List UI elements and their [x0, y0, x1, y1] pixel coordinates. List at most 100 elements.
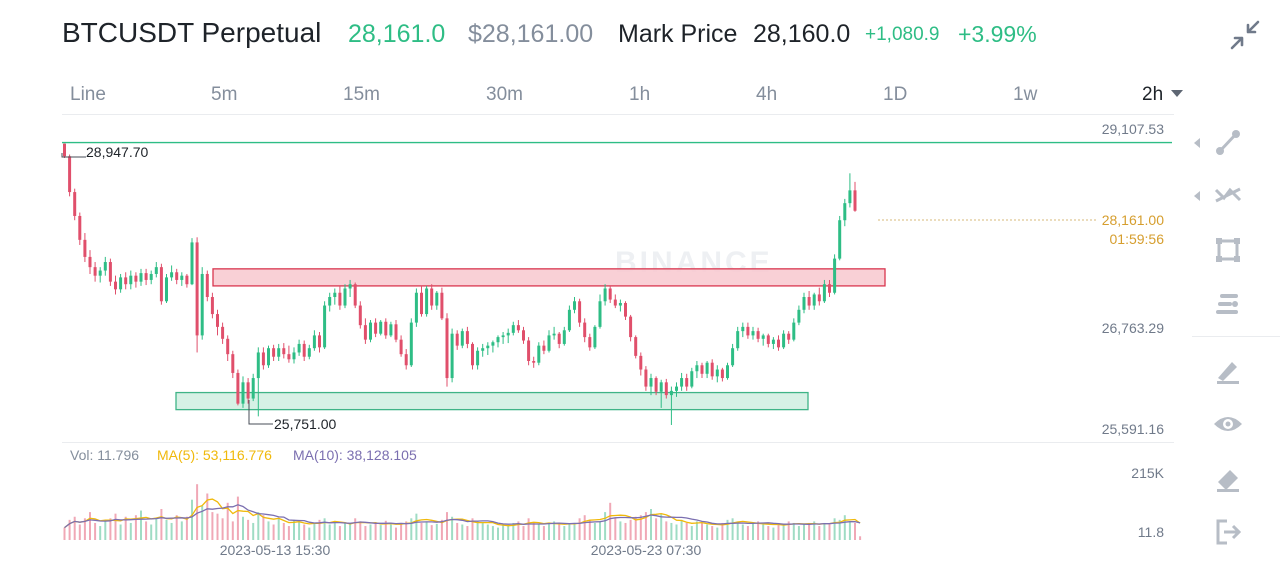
volume-bar: [349, 524, 352, 540]
candle-body: [766, 335, 770, 344]
candle-body: [277, 348, 281, 357]
volume-bar: [660, 513, 663, 540]
volume-bar: [573, 522, 576, 540]
volume-bar: [216, 513, 219, 540]
candle-body: [251, 378, 255, 399]
candle-body: [726, 365, 729, 379]
candle-body: [649, 378, 653, 387]
candle-body: [669, 390, 673, 396]
candle-body: [205, 273, 209, 298]
volume-bar: [175, 515, 178, 540]
ticker-header: BTCUSDT Perpetual 28,161.0 $28,161.00 Ma…: [0, 0, 1280, 66]
resistance-zone: [212, 268, 886, 287]
chevron-down-icon: [1171, 90, 1184, 97]
candle-body: [435, 292, 439, 306]
volume-bar: [282, 522, 285, 540]
candle-body: [374, 322, 378, 334]
zones: [175, 268, 886, 411]
candle-body: [318, 335, 321, 348]
candle-body: [394, 324, 398, 340]
volume-bar: [119, 524, 122, 540]
candle-body: [78, 215, 82, 240]
interval-4h[interactable]: 4h: [756, 84, 778, 105]
candle-body: [547, 335, 551, 351]
interval-line[interactable]: Line: [70, 84, 106, 105]
volume-axis-label-bottom: 11.8: [1138, 524, 1164, 540]
volume-bar: [369, 524, 372, 540]
candle-body: [695, 365, 699, 372]
volume-bar: [599, 521, 601, 540]
volume-bar: [548, 522, 550, 540]
volume-bar: [461, 524, 464, 540]
candle-body: [542, 345, 546, 351]
symbol-title[interactable]: BTCUSDT Perpetual: [62, 17, 322, 48]
volume-bar: [690, 526, 693, 540]
exit-icon[interactable]: [1208, 512, 1248, 552]
interval-2h-selected[interactable]: 2h: [1142, 84, 1184, 106]
volume-bar: [247, 519, 250, 540]
interval-15m[interactable]: 15m: [343, 84, 380, 105]
volume-bar: [614, 518, 617, 540]
volume-bar: [578, 518, 581, 540]
volume-bar: [231, 521, 234, 540]
high-marker: [61, 153, 86, 158]
interval-2h-label: 2h: [1142, 84, 1164, 105]
price-chart[interactable]: BINANCE 28,947.70 25,751.00 29,107.53 28…: [0, 0, 1180, 576]
candle-body: [843, 203, 847, 221]
candle-body: [134, 275, 138, 282]
candle-body: [680, 378, 684, 387]
shape-tool-icon[interactable]: [1208, 230, 1248, 270]
eraser-tool-icon[interactable]: [1208, 458, 1248, 498]
volume-bar: [94, 522, 97, 540]
candle-body: [369, 322, 372, 340]
candle-body: [103, 262, 107, 271]
volume-bar: [497, 527, 499, 540]
volume-bar: [425, 521, 428, 540]
brush-tool-icon[interactable]: [1208, 350, 1248, 390]
volume-bar: [451, 516, 454, 540]
multi-line-tool-icon[interactable]: [1208, 176, 1248, 216]
interval-1d[interactable]: 1D: [883, 84, 908, 105]
volume-bar: [854, 522, 856, 540]
candle-body: [782, 333, 786, 348]
interval-1h[interactable]: 1h: [629, 84, 651, 105]
volume-bar: [287, 526, 290, 540]
candle-body: [425, 288, 429, 315]
candle-body: [343, 288, 347, 306]
trendline-tool-icon[interactable]: [1208, 122, 1248, 162]
candle-body: [272, 348, 276, 357]
interval-30m[interactable]: 30m: [486, 84, 523, 105]
volume-bar: [792, 522, 795, 540]
candle-body: [338, 292, 342, 306]
interval-1w[interactable]: 1w: [1013, 84, 1038, 105]
candle-body: [282, 348, 286, 355]
volume-bar: [303, 524, 306, 540]
candle-body: [379, 321, 383, 334]
volume-bar: [782, 524, 785, 540]
candle-body: [720, 369, 724, 379]
candle-body: [710, 362, 714, 377]
volume-bar: [553, 521, 556, 540]
fib-tool-icon[interactable]: [1208, 284, 1248, 324]
eye-icon[interactable]: [1208, 404, 1248, 444]
candle-body: [323, 305, 327, 348]
candle-body: [639, 355, 643, 370]
interval-5m[interactable]: 5m: [211, 84, 238, 105]
volume-bar: [757, 521, 760, 540]
caret-left-icon[interactable]: [1194, 138, 1200, 148]
candle-body: [659, 382, 663, 392]
support-zone: [175, 391, 809, 411]
candle-body: [578, 301, 582, 323]
candle-body: [537, 345, 541, 363]
volume-bar: [99, 526, 102, 540]
candle-body: [496, 337, 500, 343]
candle-body: [516, 325, 520, 331]
volume-bar: [803, 524, 805, 540]
candle-body: [634, 337, 638, 356]
collapse-icon[interactable]: [1228, 18, 1262, 52]
volume-bar: [532, 522, 535, 540]
volume-bar: [507, 526, 510, 540]
volume-bar: [823, 522, 826, 540]
candle-body: [267, 348, 270, 366]
caret-left-icon[interactable]: [1194, 191, 1200, 201]
